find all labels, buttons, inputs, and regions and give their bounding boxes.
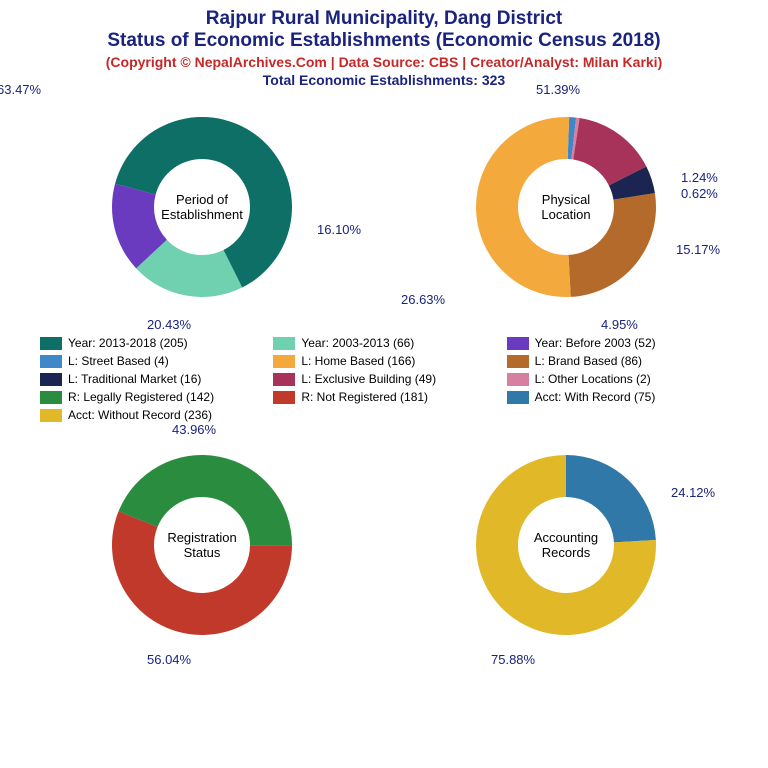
charts-row-bottom: RegistrationStatus43.96%56.04% Accountin… <box>0 430 768 670</box>
legend-swatch <box>40 373 62 386</box>
legend-swatch <box>40 337 62 350</box>
legend-item: Year: 2003-2013 (66) <box>273 336 494 350</box>
legend-label: L: Brand Based (86) <box>535 354 642 368</box>
legend-item: L: Brand Based (86) <box>507 354 728 368</box>
legend-swatch <box>40 409 62 422</box>
chart-accounting-records: AccountingRecords 24.12% 75.88% <box>391 430 741 670</box>
legend-item: Year: 2013-2018 (205) <box>40 336 261 350</box>
legend-item: L: Exclusive Building (49) <box>273 372 494 386</box>
pct-label: 16.10% <box>317 222 361 237</box>
legend-swatch <box>40 391 62 404</box>
legend-swatch <box>507 391 529 404</box>
pct-label: 75.88% <box>491 652 535 667</box>
pct-label: 63.47% <box>0 82 41 97</box>
chart-period-establishment: Period ofEstablishment63.47%20.43%16.10% <box>27 92 377 332</box>
chart-registration-status: RegistrationStatus43.96%56.04% <box>27 430 377 670</box>
donut-wrap: AccountingRecords <box>471 450 661 640</box>
donut-wrap: PhysicalLocation <box>471 112 661 302</box>
legend-item: Acct: Without Record (236) <box>40 408 261 422</box>
pct-label: 24.12% <box>671 485 715 500</box>
title-line-1: Rajpur Rural Municipality, Dang District <box>10 8 758 30</box>
legend-swatch <box>273 391 295 404</box>
legend-label: Acct: With Record (75) <box>535 390 656 404</box>
donut-slice <box>566 455 656 542</box>
legend-swatch <box>507 337 529 350</box>
legend-swatch <box>507 373 529 386</box>
pct-label: 56.04% <box>147 652 191 667</box>
legend-item: L: Home Based (166) <box>273 354 494 368</box>
legend-label: L: Street Based (4) <box>68 354 169 368</box>
legend-label: R: Legally Registered (142) <box>68 390 214 404</box>
pct-label: 43.96% <box>172 422 216 437</box>
legend-label: Acct: Without Record (236) <box>68 408 212 422</box>
legend-swatch <box>273 373 295 386</box>
legend-label: Year: 2013-2018 (205) <box>68 336 188 350</box>
legend-swatch <box>273 355 295 368</box>
donut-slice <box>476 117 571 297</box>
legend-label: Year: 2003-2013 (66) <box>301 336 414 350</box>
title-block: Rajpur Rural Municipality, Dang District… <box>0 0 768 92</box>
legend-item: L: Traditional Market (16) <box>40 372 261 386</box>
legend-swatch <box>507 355 529 368</box>
pct-label: 0.62% <box>681 186 718 201</box>
legend-label: L: Home Based (166) <box>301 354 415 368</box>
legend-label: R: Not Registered (181) <box>301 390 428 404</box>
donut-wrap: Period ofEstablishment <box>107 112 297 302</box>
pct-label: 15.17% <box>676 242 720 257</box>
legend-label: L: Traditional Market (16) <box>68 372 201 386</box>
legend-item: L: Other Locations (2) <box>507 372 728 386</box>
legend-label: Year: Before 2003 (52) <box>535 336 656 350</box>
donut-wrap: RegistrationStatus <box>107 450 297 640</box>
legend-label: L: Other Locations (2) <box>535 372 651 386</box>
pct-label: 4.95% <box>601 317 638 332</box>
legend-swatch <box>40 355 62 368</box>
title-line-2: Status of Economic Establishments (Econo… <box>10 30 758 52</box>
chart-physical-location: PhysicalLocation 1.24%0.62% 15.17% 4.95% 26.… <box>391 92 741 332</box>
legend: Year: 2013-2018 (205) Year: 2003-2013 (66… <box>0 332 768 430</box>
donut-slice <box>569 193 656 297</box>
donut-svg <box>471 450 661 640</box>
subtitle: (Copyright © NepalArchives.Com | Data So… <box>10 54 758 70</box>
legend-item: L: Street Based (4) <box>40 354 261 368</box>
pct-label: 26.63% <box>401 292 445 307</box>
total-count: Total Economic Establishments: 323 <box>10 72 758 88</box>
charts-row-top: Period ofEstablishment63.47%20.43%16.10%… <box>0 92 768 332</box>
legend-item: R: Not Registered (181) <box>273 390 494 404</box>
donut-svg <box>107 112 297 302</box>
donut-svg <box>107 450 297 640</box>
donut-svg <box>471 112 661 302</box>
pct-label: 20.43% <box>147 317 191 332</box>
legend-label: L: Exclusive Building (49) <box>301 372 436 386</box>
legend-item: Year: Before 2003 (52) <box>507 336 728 350</box>
pct-label: 1.24% <box>681 170 718 185</box>
legend-swatch <box>273 337 295 350</box>
legend-item: Acct: With Record (75) <box>507 390 728 404</box>
pct-label: 51.39% <box>536 82 580 97</box>
legend-item: R: Legally Registered (142) <box>40 390 261 404</box>
